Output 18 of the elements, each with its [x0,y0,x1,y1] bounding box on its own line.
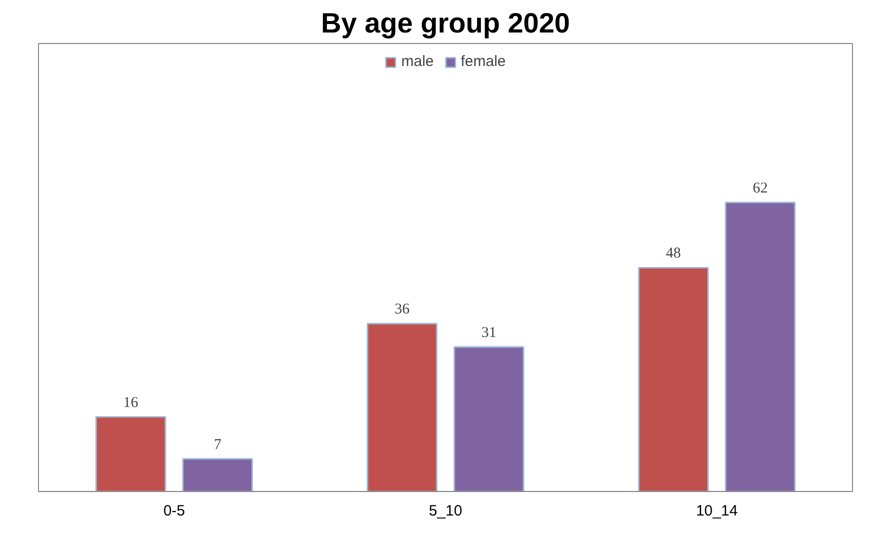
bar [638,266,709,492]
chart-title: By age group 2020 [321,8,570,38]
data-label: 16 [123,394,139,411]
legend-label: male [401,53,434,70]
bar [454,346,524,492]
bar [95,416,166,492]
x-tick-label: 10_14 [696,502,738,520]
data-label: 48 [666,246,681,262]
legend-label: female [460,53,506,70]
bar [724,202,796,492]
data-label: 36 [394,302,410,318]
data-label: 31 [481,324,496,341]
bar [366,322,438,492]
x-tick-label: 0-5 [163,502,186,520]
data-label: 62 [752,180,768,196]
data-label: 7 [214,436,222,453]
bar [182,458,253,492]
x-tick-label: 5_10 [428,502,462,520]
